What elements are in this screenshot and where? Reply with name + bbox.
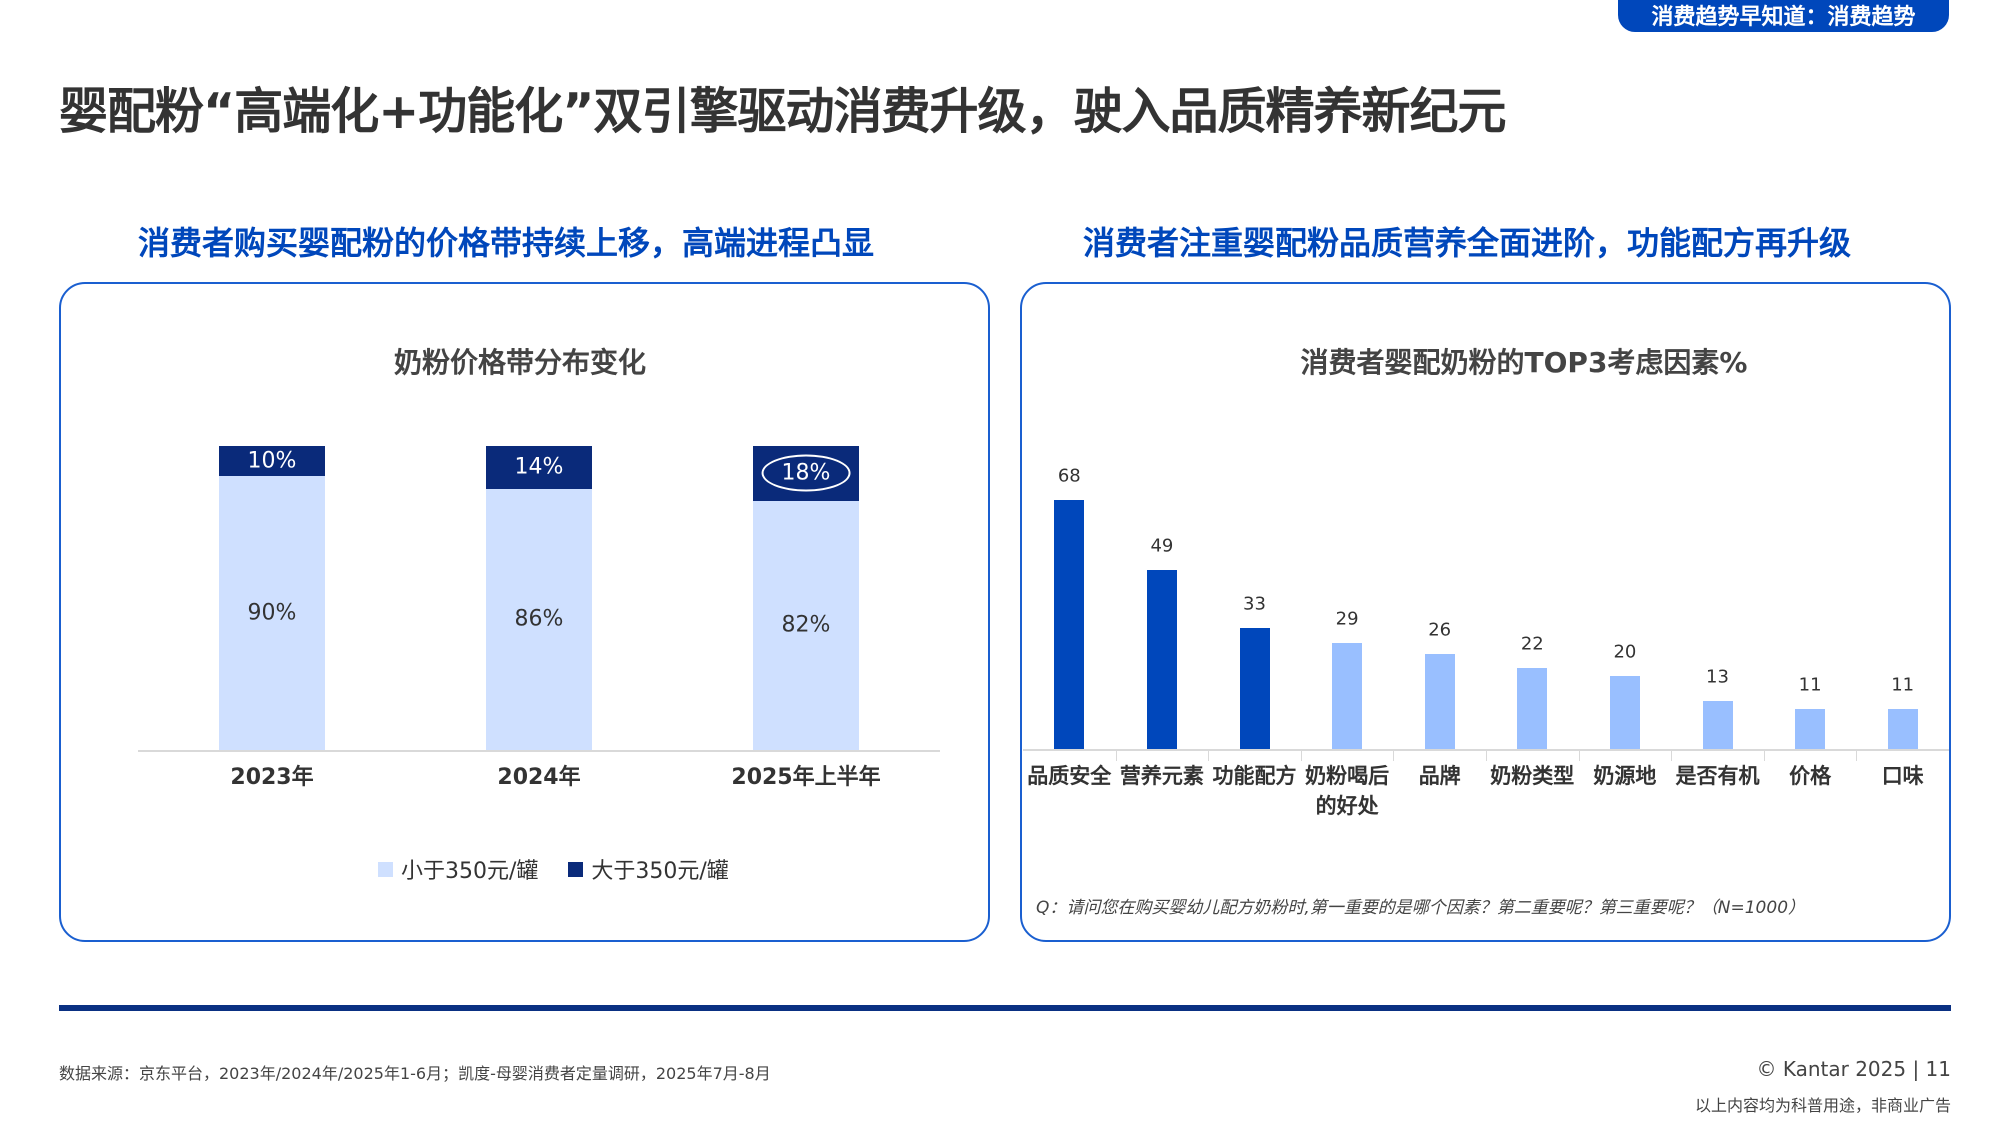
x-tick-label: 营养元素	[1119, 764, 1204, 788]
x-tick	[1486, 749, 1487, 761]
x-tick-label: 价格	[1789, 764, 1832, 788]
data-label: 22	[1520, 633, 1544, 655]
x-tick-label: 品质安全	[1027, 764, 1112, 788]
data-label-below-350: 90%	[247, 600, 297, 626]
factor-bar	[1795, 708, 1826, 749]
x-tick	[1208, 749, 1210, 761]
x-tick	[1115, 749, 1117, 761]
data-source: 数据来源：京东平台，2023年/2024年/2025年1-6月；凯度-母婴消费者…	[59, 1064, 771, 1083]
survey-note: Q：请问您在购买婴幼儿配方奶粉时,第一重要的是哪个因素？第二重要呢？第三重要呢？…	[1036, 898, 1806, 918]
bar-below-350	[219, 476, 325, 750]
factor-bar	[1054, 500, 1085, 749]
x-tick	[1578, 749, 1580, 761]
divider-rule	[59, 1005, 1951, 1011]
chart-legend: 小于350元/罐 大于350元/罐	[378, 853, 729, 885]
data-label-above-350: 10%	[247, 448, 297, 474]
data-label: 11	[1891, 674, 1915, 696]
right-subtitle: 消费者注重婴配粉品质营养全面进阶，功能配方再升级	[1083, 224, 1852, 262]
bar-below-350	[486, 488, 592, 750]
data-label-above-350: 14%	[514, 454, 564, 480]
factor-bar	[1702, 701, 1733, 749]
bar-below-350	[753, 500, 859, 750]
x-tick	[1856, 749, 1858, 761]
x-tick	[1393, 749, 1395, 761]
page-title: 婴配粉“高端化+功能化”双引擎驱动消费升级，驶入品质精养新纪元	[59, 83, 1506, 140]
x-tick-label: 2024年	[497, 765, 581, 790]
highlight-label-above-350: 18%	[761, 454, 851, 492]
disclaimer: 以上内容均为科普用途，非商业广告	[1694, 1096, 1951, 1115]
legend-label-low: 小于350元/罐	[401, 859, 539, 884]
bar-above-350	[219, 446, 325, 477]
data-label-below-350: 86%	[514, 606, 564, 632]
x-axis-line	[138, 750, 940, 752]
factor-bar	[1239, 628, 1270, 749]
data-label: 68	[1057, 465, 1081, 487]
x-tick	[1671, 749, 1673, 761]
data-label: 29	[1335, 608, 1359, 630]
data-label: 49	[1150, 535, 1174, 557]
legend-label-high: 大于350元/罐	[591, 859, 729, 884]
data-label: 20	[1613, 641, 1637, 663]
data-label: 11	[1798, 674, 1822, 696]
data-label: 13	[1706, 666, 1729, 688]
x-tick-label: 是否有机	[1675, 764, 1760, 788]
section-badge: 消费趋势早知道：消费趋势	[1618, 0, 1949, 32]
x-tick	[1300, 749, 1302, 761]
legend-swatch-low	[378, 861, 393, 877]
x-tick-label: 口味	[1881, 764, 1924, 788]
left-chart-title: 奶粉价格带分布变化	[393, 346, 647, 379]
x-tick-label: 奶粉类型	[1490, 764, 1575, 788]
factor-bar	[1332, 642, 1363, 749]
data-label: 26	[1428, 619, 1452, 641]
data-label: 33	[1243, 593, 1266, 615]
factor-bar	[1146, 569, 1177, 749]
factor-bar	[1424, 653, 1455, 749]
data-label-below-350: 82%	[781, 612, 831, 638]
x-tick-label: 功能配方	[1212, 764, 1297, 788]
right-chart-title: 消费者婴配奶粉的TOP3考虑因素%	[1300, 346, 1748, 379]
factor-bar	[1609, 675, 1640, 749]
bar-above-350	[486, 446, 592, 489]
x-tick-label: 2023年	[230, 765, 314, 790]
left-subtitle: 消费者购买婴配粉的价格带持续上移，高端进程凸显	[138, 224, 875, 262]
x-tick-label: 奶源地	[1593, 764, 1657, 788]
factor-bar	[1517, 668, 1548, 749]
factor-bar	[1887, 708, 1918, 749]
x-tick-label: 奶粉喝后的好处	[1305, 764, 1390, 818]
legend-swatch-high	[568, 861, 584, 877]
copyright: © Kantar 2025 | 11	[1756, 1057, 1951, 1081]
x-tick-label: 品牌	[1418, 764, 1461, 788]
x-tick-label: 2025年上半年	[731, 765, 881, 790]
x-tick	[1763, 749, 1765, 761]
